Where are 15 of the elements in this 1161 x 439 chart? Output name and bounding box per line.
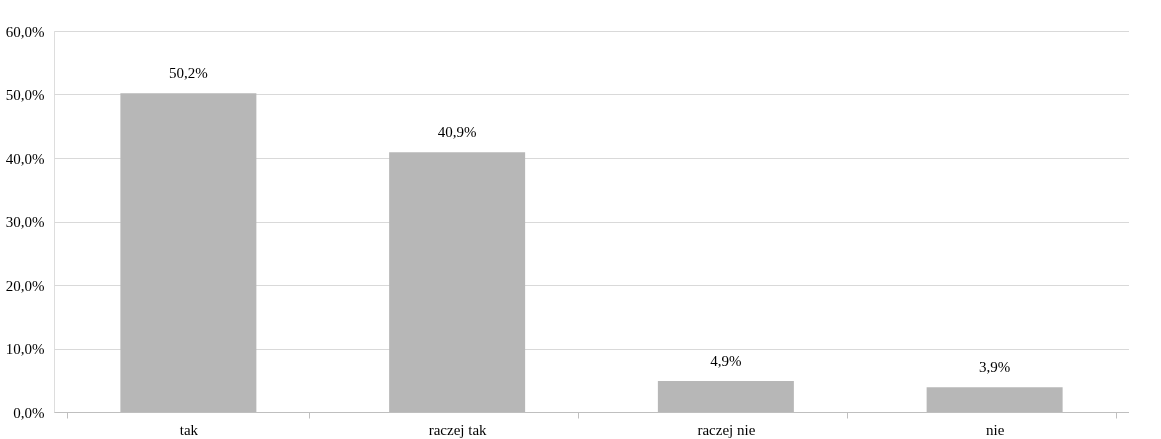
data-label: 50,2%	[169, 65, 208, 82]
y-tick-label: 60,0%	[5, 23, 45, 40]
data-label: 40,9%	[437, 124, 477, 141]
y-tick-label: 50,0%	[5, 87, 45, 103]
y-tick-label: 30,0%	[5, 214, 45, 230]
data-label: 3,9%	[979, 359, 1011, 376]
y-tick-label: 10,0%	[5, 341, 45, 357]
y-tick-label: 40,0%	[5, 150, 45, 167]
x-tick-label: tak	[179, 421, 199, 438]
y-tick-label: 0,0%	[13, 404, 45, 421]
x-tick-label: raczej tak	[428, 421, 488, 438]
x-tick-label: raczej nie	[697, 421, 756, 438]
x-tick-label: nie	[985, 421, 1005, 438]
data-label: 4,9%	[710, 352, 742, 369]
y-tick-label: 20,0%	[5, 277, 45, 294]
